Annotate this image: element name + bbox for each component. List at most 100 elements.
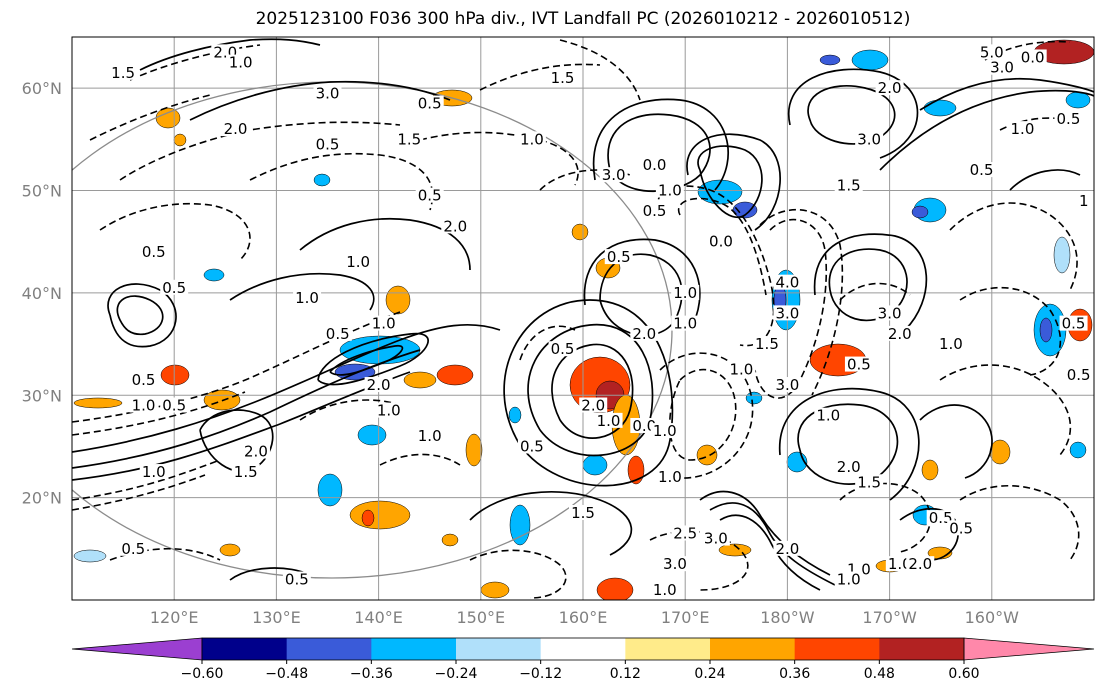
contour-label-bg <box>129 371 158 387</box>
contour-label-bg <box>650 423 679 439</box>
positive-contour <box>719 514 821 591</box>
positive-contour <box>779 387 920 501</box>
contour-label-bg <box>706 233 735 249</box>
contour-label: 0.0 <box>709 233 733 251</box>
negative-contour <box>72 459 221 501</box>
colorbar <box>71 637 1095 661</box>
contour-label: 1.0 <box>597 412 621 430</box>
latitude-tick-labels: 20°N 30°N 40°N 50°N 60°N <box>22 79 62 507</box>
divergence-patch <box>480 581 510 599</box>
contour-label: 2.0 <box>837 458 861 476</box>
negative-contour <box>99 202 251 261</box>
contour-label: 0.5 <box>847 356 871 374</box>
contour-label-bg <box>655 182 684 198</box>
contour-label-bg <box>569 504 597 520</box>
positive-contour <box>899 508 960 561</box>
contour-label-bg <box>369 315 398 331</box>
contour-label: 3.0 <box>602 166 626 184</box>
contour-label-bg <box>773 540 802 556</box>
positive-contour <box>686 133 781 231</box>
negative-contour <box>129 44 261 81</box>
contour-label: 1.0 <box>372 315 396 333</box>
contour-label: 1.0 <box>377 402 401 420</box>
colorbar-tick-label: −0.60 <box>181 666 224 682</box>
divergence-patch <box>1039 317 1053 343</box>
colorbar-tick-label: 0.24 <box>694 666 725 682</box>
contour-label: 0.5 <box>121 540 145 558</box>
colorbar-tick-label: −0.48 <box>265 666 308 682</box>
contour-label-bg <box>875 305 904 321</box>
divergence-patch <box>361 509 375 527</box>
contour-label-bg <box>1018 49 1047 65</box>
divergence-patch <box>317 473 343 507</box>
contour-label: 0.5 <box>1062 315 1086 333</box>
negative-contour <box>959 485 1080 561</box>
divergence-patch <box>173 133 187 147</box>
contour-label-bg <box>947 520 976 536</box>
contour-label-bg <box>655 469 684 485</box>
negative-contour <box>659 352 754 479</box>
positive-contour <box>787 68 919 159</box>
contour-label-bg <box>650 581 679 597</box>
contour-label: 3.0 <box>857 130 881 148</box>
contour-label: 1.0 <box>729 361 753 379</box>
divergence-patch <box>509 504 531 546</box>
contour-label-bg <box>640 203 669 219</box>
divergence-patch <box>385 285 411 315</box>
contour-label: 0.0 <box>643 156 667 174</box>
contour-label-bg <box>517 438 546 454</box>
contour-label: 1.0 <box>229 54 253 72</box>
contour-label: 3.0 <box>704 530 728 548</box>
contour-label: 1.5 <box>755 335 779 353</box>
contour-label: 1.0 <box>295 289 319 307</box>
colorbar-bin <box>371 638 457 660</box>
contour-label-bg <box>599 167 628 183</box>
contour-label-bg <box>344 254 373 270</box>
contour-label: 0.5 <box>418 187 442 205</box>
contour-label: 0.5 <box>418 95 442 113</box>
divergence-patch <box>508 406 522 424</box>
negative-contour <box>469 549 567 599</box>
contour-label-bg <box>293 290 322 306</box>
contour-label-bg <box>855 131 884 147</box>
positive-contour <box>72 323 501 453</box>
contour-label-bg <box>773 377 802 393</box>
divergence-patch <box>627 455 645 485</box>
contour-label: 1.0 <box>653 581 677 599</box>
contour-label-bg <box>1054 110 1083 126</box>
contour-label: 1.0 <box>837 571 861 589</box>
colorbar-tick-label: −0.12 <box>519 666 562 682</box>
colorbar-bin <box>879 638 965 660</box>
contour-label: 0.5 <box>316 135 340 153</box>
colorbar-bin <box>286 638 372 660</box>
contour-label-bg <box>119 540 148 556</box>
contour-label: 1.5 <box>234 463 258 481</box>
positive-contour <box>189 80 451 121</box>
latitude-label: 40°N <box>22 284 62 303</box>
contour-label-bg <box>1069 192 1094 208</box>
divergence-patch <box>596 577 634 600</box>
contour-label: 0.5 <box>1067 366 1091 384</box>
colorbar-frame <box>201 637 965 661</box>
latitude-label: 30°N <box>22 386 62 405</box>
contour-label: 3.0 <box>775 304 799 322</box>
contour-label: 1.0 <box>346 253 370 271</box>
contour-label-bg <box>773 274 802 290</box>
contour-label: 4.0 <box>775 274 799 292</box>
contour-label: 1.5 <box>571 504 595 522</box>
contour-label: 1.0 <box>673 315 697 333</box>
contour-label-bg <box>773 305 802 321</box>
contour-label-bg <box>1059 315 1088 331</box>
positive-contour <box>919 404 993 479</box>
contour-label-bg <box>548 69 577 85</box>
divergence-shading <box>73 39 1094 600</box>
longitude-label: 150°E <box>456 608 505 627</box>
contour-label: 0.5 <box>326 325 350 343</box>
contour-label-bg <box>630 325 659 341</box>
divergence-patch <box>911 205 929 219</box>
contour-label-bg <box>548 341 577 357</box>
contour-label: 0.5 <box>643 202 667 220</box>
contour-label: 2.0 <box>581 397 605 415</box>
chart-title: 2025123100 F036 300 hPa div., IVT Landfa… <box>255 9 911 29</box>
